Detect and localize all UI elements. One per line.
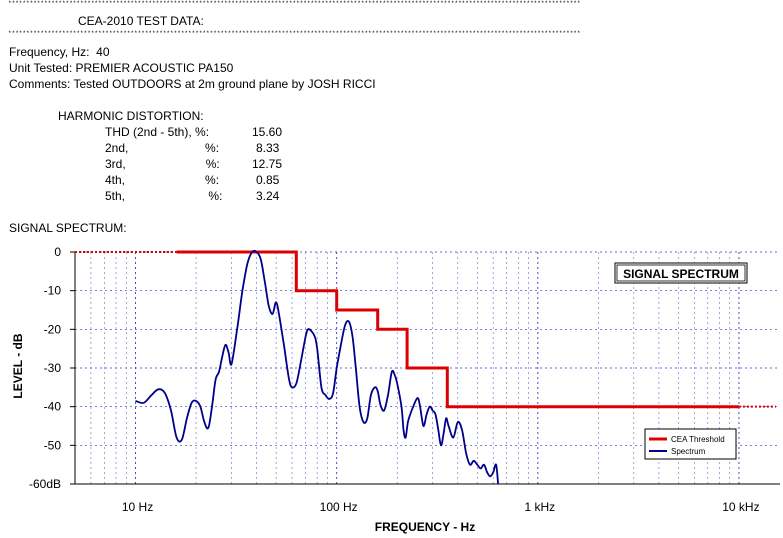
harmonic-value-2nd: 8.33 [256, 141, 280, 155]
harmonic-label-2nd: 2nd, %: [105, 141, 220, 155]
harmonic-value-5th: 3.24 [256, 189, 280, 203]
harmonic-label-thd: THD (2nd - 5th), %: [105, 125, 210, 139]
harmonic-label-3rd: 3rd, %: [105, 157, 220, 171]
x-tick-label: 1 kHz [524, 500, 555, 514]
x-tick-label: 10 kHz [722, 500, 759, 514]
unit-tested-line: Unit Tested: PREMIER ACOUSTIC PA150 [9, 61, 234, 75]
harmonic-value-4th: 0.85 [256, 173, 280, 187]
chart-series [75, 249, 776, 485]
harmonic-distortion-heading: HARMONIC DISTORTION: [58, 109, 204, 123]
separator-bottom: ****************************************… [8, 30, 580, 37]
legend-label-threshold: CEA Threshold [671, 435, 725, 444]
y-tick-label: -20 [44, 322, 62, 336]
threshold-line [176, 250, 739, 409]
y-axis-label: LEVEL - dB [11, 333, 25, 398]
y-tick-label: -30 [44, 361, 62, 375]
x-tick-label: 100 Hz [320, 500, 358, 514]
x-tick-label: 10 Hz [122, 500, 153, 514]
chart-title-box: SIGNAL SPECTRUM [614, 262, 748, 284]
frequency-line: Frequency, Hz: 40 [9, 45, 110, 59]
chart-legend: CEA Threshold Spectrum [644, 428, 737, 460]
harmonic-value-thd: 15.60 [252, 125, 283, 139]
report-title: CEA-2010 TEST DATA: [78, 14, 204, 28]
y-tick-label: -60dB [29, 477, 61, 491]
harmonic-value-3rd: 12.75 [252, 157, 283, 171]
legend-label-spectrum: Spectrum [671, 447, 706, 456]
y-tick-label: -10 [44, 284, 62, 298]
y-tick-label: -50 [44, 438, 62, 452]
y-tick-label: 0 [54, 245, 61, 259]
harmonic-label-4th: 4th, %: [105, 173, 220, 187]
signal-spectrum-heading: SIGNAL SPECTRUM: [9, 221, 127, 235]
chart-title: SIGNAL SPECTRUM [623, 267, 739, 281]
harmonic-label-5th: 5th, %: [105, 189, 223, 203]
x-tick-labels: 10 Hz 100 Hz 1 kHz 10 kHz [122, 500, 760, 514]
y-tick-labels: 0 -10 -20 -30 -40 -50 -60dB [29, 245, 75, 491]
separator-top: ****************************************… [8, 0, 580, 7]
spectrum-chart: 0-10-20-30-40-50-60dB 10 Hz 100 Hz 1 kHz 10… [11, 245, 780, 534]
comments-line: Comments: Tested OUTDOORS at 2m ground p… [9, 77, 376, 91]
y-tick-label: -40 [44, 400, 62, 414]
x-axis-label: FREQUENCY - Hz [375, 520, 475, 534]
spectrum-line [135, 249, 499, 485]
